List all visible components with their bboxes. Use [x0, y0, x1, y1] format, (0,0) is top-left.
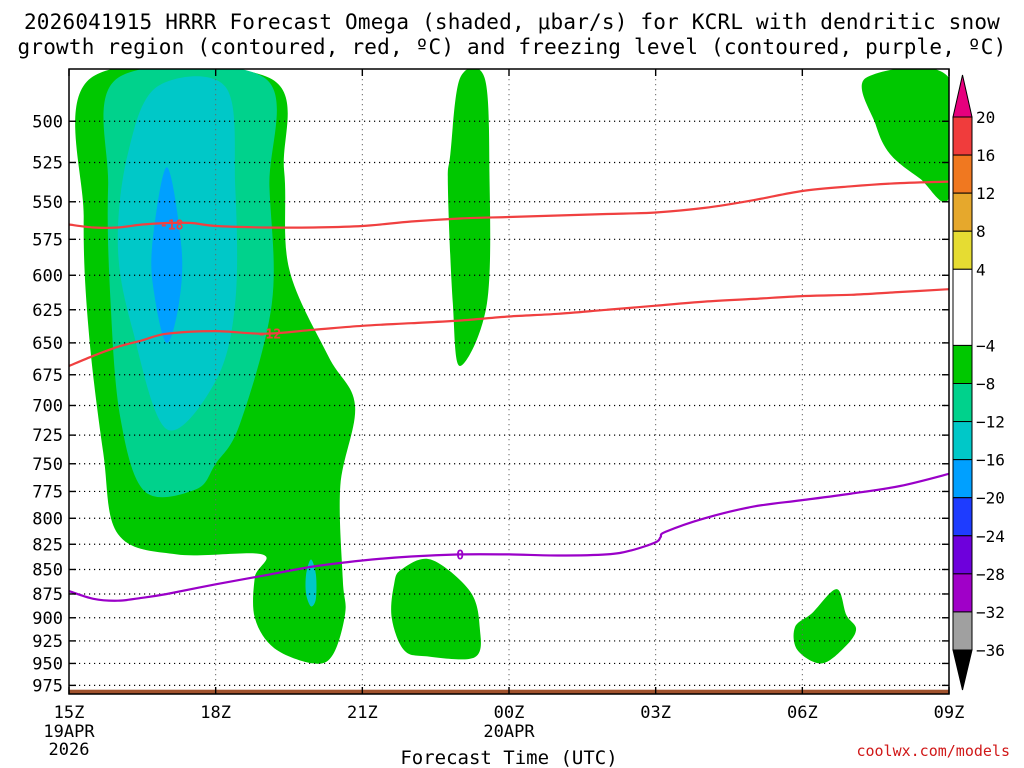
- omega-region-3: [391, 558, 481, 660]
- colorbar-bin: [952, 383, 973, 423]
- x-tick-label: 09Z: [934, 703, 965, 723]
- pressure-axis: 500 525 550 575 600 625 650 675 700 725 750 775 800 8…: [32, 112, 949, 696]
- colorbar-label: −24: [976, 527, 1005, 546]
- y-tick-label: 725: [32, 426, 63, 446]
- omega-region-5: [793, 589, 857, 664]
- colorbar-label: 16: [976, 146, 995, 165]
- x-tick-year: 2026: [49, 740, 90, 760]
- colorbar-label: −20: [976, 489, 1005, 508]
- colorbar-label: 8: [976, 222, 986, 241]
- colorbar-over-arrow: [952, 74, 973, 118]
- contour-3: [69, 472, 949, 602]
- temperature-contours: -18 -12 0: [69, 180, 949, 602]
- colorbar-bin: [952, 154, 973, 194]
- y-tick-label: 675: [32, 366, 63, 386]
- omega-region-8: [305, 559, 317, 607]
- y-tick-label: 950: [32, 654, 63, 674]
- colorbar-bin: [952, 497, 973, 537]
- colorbar-under-arrow: [952, 649, 973, 691]
- x-tick-label: 21Z: [347, 703, 378, 723]
- colorbar-bin: [952, 421, 973, 461]
- y-tick-label: 925: [32, 632, 63, 652]
- omega-region-4: [861, 69, 949, 203]
- contour-label: -12: [258, 328, 281, 343]
- colorbar-label: 4: [976, 260, 986, 279]
- colorbar-label: 12: [976, 184, 995, 203]
- y-tick-label: 900: [32, 609, 63, 629]
- colorbar-label: −36: [976, 641, 1005, 660]
- x-tick-label: 18Z: [200, 703, 231, 723]
- y-tick-label: 750: [32, 455, 63, 475]
- colorbar-label: −8: [976, 375, 995, 394]
- colorbar-label: −16: [976, 451, 1005, 470]
- gridlines: [69, 69, 949, 694]
- colorbar-bin: [952, 230, 973, 270]
- x-tick-date: 19APR: [43, 722, 95, 742]
- y-tick-label: 800: [32, 509, 63, 529]
- colorbar-label: −28: [976, 565, 1005, 584]
- y-tick-label: 700: [32, 396, 63, 416]
- y-tick-label: 875: [32, 585, 63, 605]
- source-credit: coolwx.com/models: [856, 742, 1010, 760]
- y-tick-label: 600: [32, 266, 63, 286]
- y-tick-label: 825: [32, 535, 63, 555]
- colorbar-bin: [952, 344, 973, 384]
- contour-1: [69, 180, 949, 229]
- colorbar-bin: [952, 459, 973, 499]
- colorbar-bin: [952, 573, 973, 613]
- omega-shading: [75, 69, 949, 664]
- omega-colorbar: 20 16 12 8 4 −4 −8 −12 −16 −20 −24 −28 −32 −36: [952, 74, 1005, 691]
- y-tick-label: 550: [32, 193, 63, 213]
- y-tick-label: 850: [32, 560, 63, 580]
- x-axis-label: Forecast Time (UTC): [400, 747, 617, 768]
- colorbar-label: −12: [976, 413, 1005, 432]
- x-tick-label: 06Z: [787, 703, 818, 723]
- x-tick-date: 20APR: [483, 722, 535, 742]
- colorbar-bin: [952, 611, 973, 651]
- chart-title-line-2: growth region (contoured, red, ºC) and f…: [17, 35, 1007, 59]
- contour-label: 0: [456, 548, 464, 563]
- x-tick-label: 00Z: [494, 703, 525, 723]
- y-tick-label: 500: [32, 112, 63, 132]
- y-tick-label: 650: [32, 334, 63, 354]
- colorbar-bin: [952, 192, 973, 232]
- contour-2: [69, 288, 949, 368]
- omega-region-9: [151, 167, 183, 343]
- colorbar-bin: [952, 535, 973, 575]
- y-tick-label: 575: [32, 230, 63, 250]
- y-tick-label: 525: [32, 153, 63, 173]
- colorbar-bin: [952, 116, 973, 156]
- x-tick-label: 15Z: [54, 703, 85, 723]
- x-tick-label: 03Z: [640, 703, 671, 723]
- colorbar-bin: [952, 268, 973, 346]
- colorbar-label: −4: [976, 336, 995, 355]
- y-tick-label: 625: [32, 301, 63, 321]
- y-tick-label: 775: [32, 482, 63, 502]
- contour-label: -18: [160, 219, 184, 234]
- chart-title-line-1: 2026041915 HRRR Forecast Omega (shaded, …: [23, 10, 1001, 34]
- y-tick-label: 975: [32, 676, 63, 696]
- colorbar-label: −32: [976, 603, 1005, 622]
- colorbar-label: 20: [976, 108, 995, 127]
